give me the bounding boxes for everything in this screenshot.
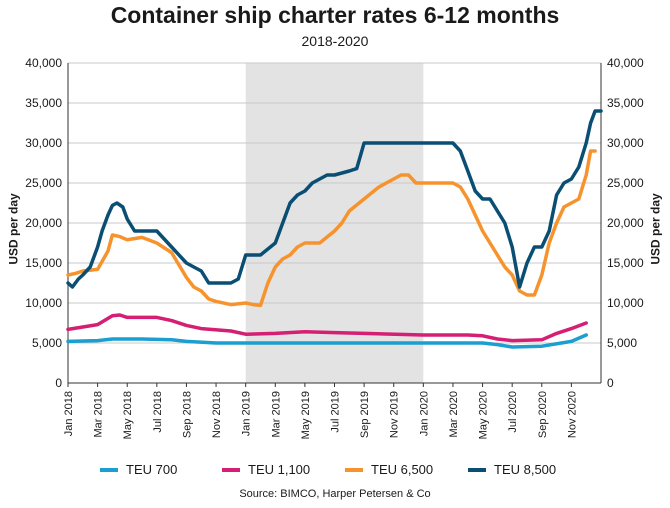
x-tick-label: Jul 2020: [507, 391, 519, 433]
x-tick-label: May 2020: [478, 391, 490, 439]
legend-item-teu-700: TEU 700: [100, 462, 177, 477]
legend-swatch: [468, 467, 486, 472]
legend-label: TEU 700: [126, 462, 178, 477]
x-tick-label: Sep 2019: [359, 391, 371, 438]
series-line-teu-8-500: [66, 109, 603, 289]
x-tick-label: Mar 2019: [270, 391, 282, 437]
series-line-teu-700: [66, 333, 588, 349]
legend-item-teu-8500: TEU 8,500: [468, 462, 556, 477]
legend-item-teu-6500: TEU 6,500: [345, 462, 433, 477]
x-tick-label: Jul 2018: [152, 391, 164, 433]
x-tick-label: Nov 2020: [566, 391, 578, 438]
y-tick-label-left: 35,000: [25, 96, 62, 110]
y-tick-label-left: 20,000: [25, 216, 62, 230]
y-tick-label-right: 40,000: [607, 56, 644, 70]
chart-title: Container ship charter rates 6-12 months: [110, 2, 560, 28]
legend-label: TEU 1,100: [248, 462, 311, 477]
series-line-teu-1-100: [66, 313, 588, 343]
x-tick-label: Sep 2018: [181, 391, 193, 438]
legend-label: TEU 8,500: [494, 462, 557, 477]
legend-item-teu-1100: TEU 1,100: [222, 462, 310, 477]
chart-subtitle: 2018-2020: [301, 33, 369, 49]
x-tick-label: May 2019: [300, 391, 312, 439]
x-tick-label: Mar 2018: [93, 391, 105, 437]
legend-swatch: [222, 467, 240, 472]
series-line-teu-6-500: [66, 149, 597, 308]
legend-swatch: [100, 467, 118, 472]
x-tick-label: Jul 2019: [330, 391, 342, 433]
y-tick-label-right: 10,000: [607, 296, 644, 310]
y-tick-label-right: 25,000: [607, 176, 644, 190]
y-tick-label-left: 15,000: [25, 256, 62, 270]
legend-swatch: [345, 467, 363, 472]
x-tick-label: Jan 2020: [418, 391, 430, 436]
x-tick-label: Jan 2018: [63, 391, 75, 436]
x-tick-label: Jan 2019: [241, 391, 253, 436]
legend-label: TEU 6,500: [371, 462, 434, 477]
y-tick-label-right: 20,000: [607, 216, 644, 230]
y-tick-label-left: 10,000: [25, 296, 62, 310]
source-note: Source: BIMCO, Harper Petersen & Co: [239, 488, 431, 500]
y-tick-label-left: 25,000: [25, 176, 62, 190]
y-tick-label-left: 40,000: [25, 56, 62, 70]
y-tick-label-right: 30,000: [607, 136, 644, 150]
y-tick-label-right: 0: [607, 376, 614, 390]
x-tick-label: May 2018: [122, 391, 134, 439]
x-tick-label: Nov 2019: [389, 391, 401, 438]
y-tick-label-right: 35,000: [607, 96, 644, 110]
x-tick-label: Mar 2020: [448, 391, 460, 437]
y-tick-label-right: 15,000: [607, 256, 644, 270]
y-tick-label-left: 0: [55, 376, 62, 390]
y-tick-label-left: 5,000: [32, 336, 62, 350]
y-tick-label-right: 5,000: [607, 336, 637, 350]
x-tick-label: Nov 2018: [211, 391, 223, 438]
y-tick-label-left: 30,000: [25, 136, 62, 150]
x-tick-label: Sep 2020: [537, 391, 549, 438]
